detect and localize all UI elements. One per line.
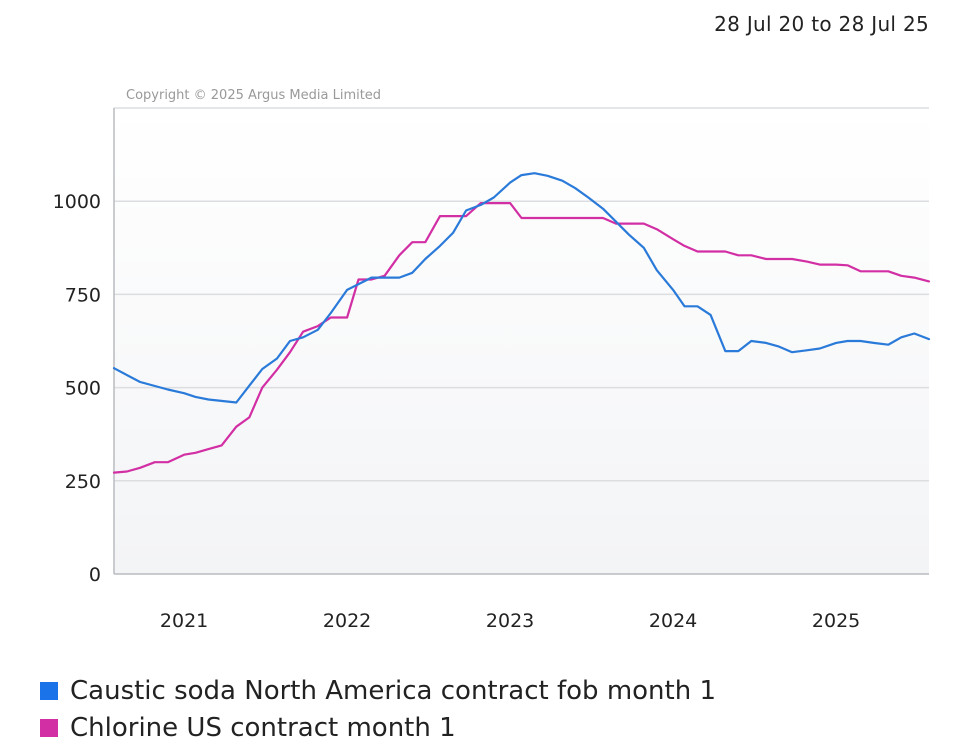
series-line-chlorine[interactable] xyxy=(112,202,931,474)
x-tick-label: 2022 xyxy=(323,610,371,632)
y-tick-label: 500 xyxy=(65,378,101,400)
y-tick-label: 250 xyxy=(65,471,101,493)
y-tick-label: 0 xyxy=(89,564,101,586)
line-chart: Copyright © 2025 Argus Media Limited 0 25… xyxy=(53,88,931,632)
x-tick-label: 2023 xyxy=(486,610,534,632)
legend-item-chlorine[interactable]: Chlorine US contract month 1 xyxy=(40,709,716,746)
date-range-label: 28 Jul 20 to 28 Jul 25 xyxy=(714,12,929,36)
series-line-caustic-soda[interactable] xyxy=(112,172,931,404)
legend-label-chlorine: Chlorine US contract month 1 xyxy=(70,712,456,743)
legend-swatch-caustic-soda xyxy=(40,681,58,700)
copyright-label: Copyright © 2025 Argus Media Limited xyxy=(126,88,381,103)
y-tick-label: 1000 xyxy=(53,191,101,213)
legend-label-caustic-soda: Caustic soda North America contract fob … xyxy=(70,675,717,706)
plot-area xyxy=(114,108,929,574)
legend-swatch-chlorine xyxy=(40,718,58,737)
y-tick-label: 750 xyxy=(65,284,101,306)
x-tick-label: 2025 xyxy=(812,610,860,632)
legend-item-caustic-soda[interactable]: Caustic soda North America contract fob … xyxy=(40,672,716,709)
chart-legend: Caustic soda North America contract fob … xyxy=(40,672,716,746)
x-tick-label: 2024 xyxy=(649,610,697,632)
x-tick-label: 2021 xyxy=(160,610,208,632)
